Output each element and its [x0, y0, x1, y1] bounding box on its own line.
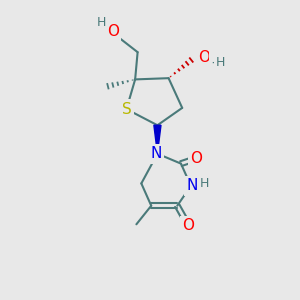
Text: O: O — [199, 50, 211, 64]
Text: H: H — [97, 16, 106, 29]
Polygon shape — [154, 125, 161, 154]
Text: O: O — [190, 151, 202, 166]
Text: -: - — [212, 55, 217, 70]
Text: N: N — [186, 178, 198, 194]
Text: S: S — [122, 102, 131, 117]
Text: H: H — [216, 56, 225, 69]
Text: O: O — [107, 24, 119, 39]
Text: H: H — [200, 177, 209, 190]
Text: N: N — [151, 146, 162, 161]
Text: O: O — [182, 218, 194, 233]
